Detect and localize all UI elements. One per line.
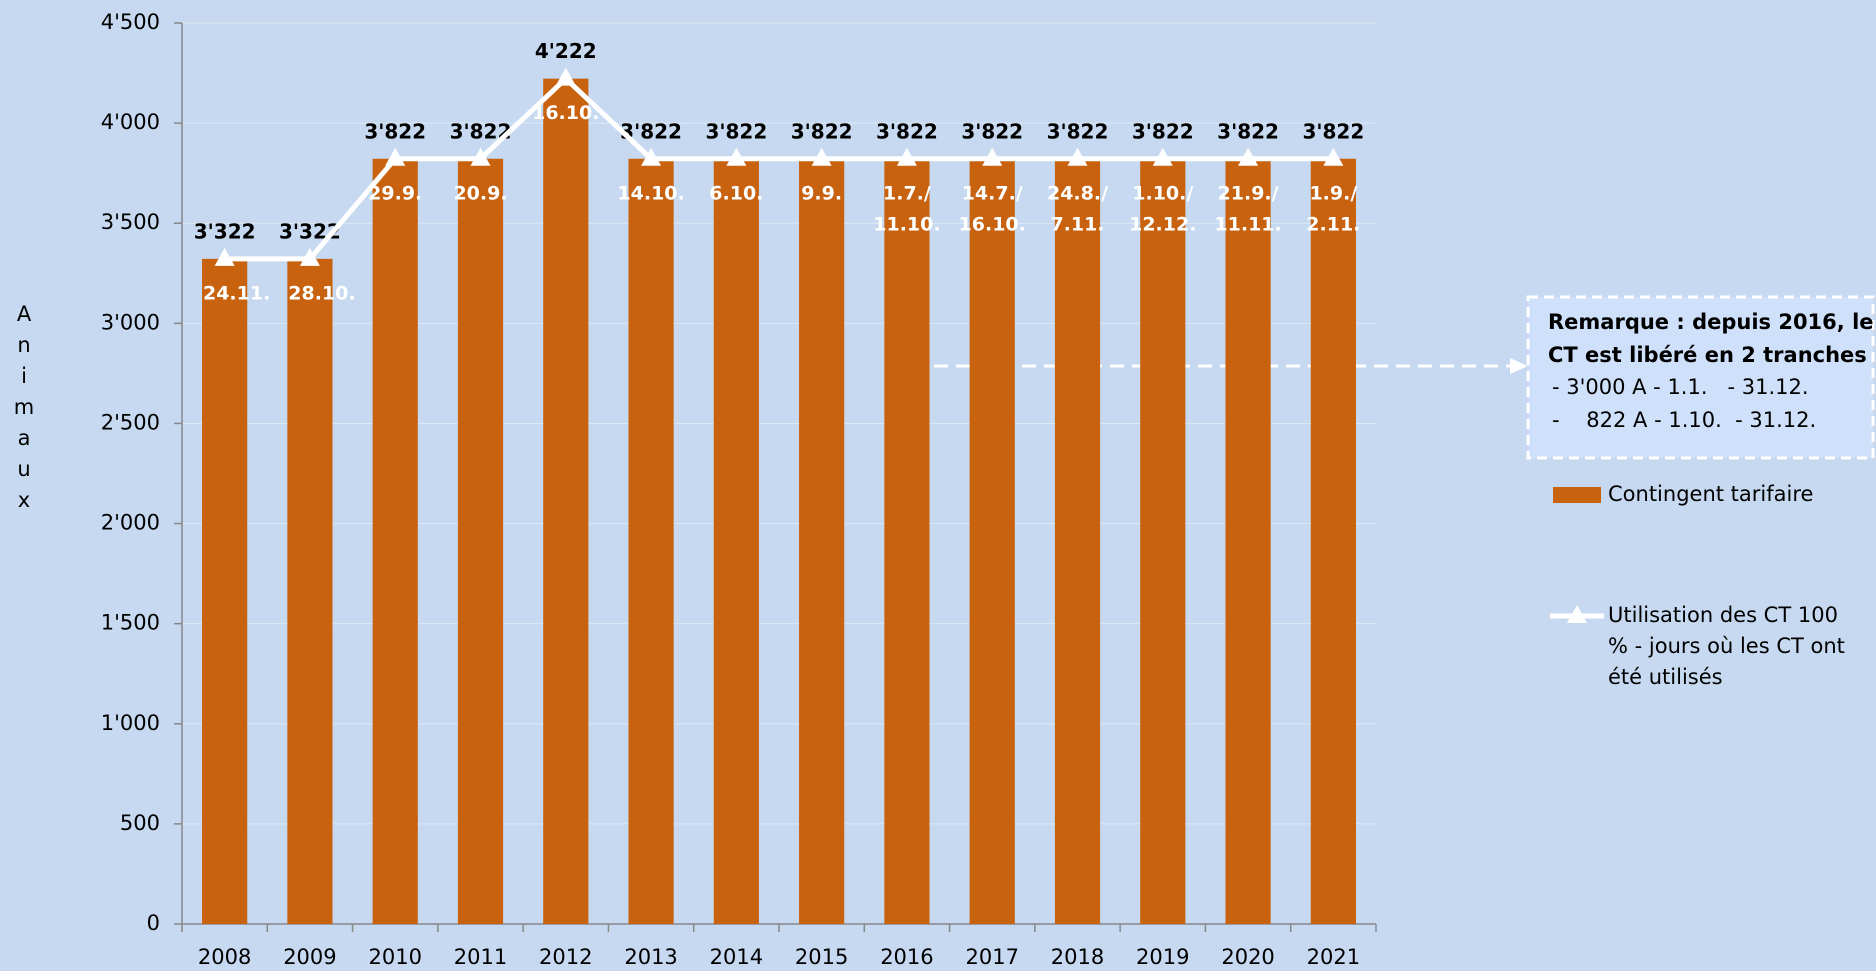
date-label: 9.9. — [801, 182, 842, 204]
legend-label: Utilisation des CT 100 — [1608, 603, 1838, 627]
date-label: 12.12. — [1129, 213, 1196, 235]
y-tick-label: 4'000 — [101, 110, 160, 134]
y-tick-label: 500 — [120, 811, 160, 835]
y-axis-label: n — [17, 333, 30, 357]
data-label: 4'222 — [535, 39, 597, 63]
x-tick-label: 2009 — [283, 945, 336, 969]
date-label: 16.10. — [532, 102, 599, 124]
data-label: 3'822 — [364, 119, 426, 143]
bar — [202, 259, 247, 924]
x-tick-label: 2015 — [795, 945, 848, 969]
x-tick-label: 2017 — [965, 945, 1018, 969]
bar — [970, 159, 1015, 924]
bar — [1055, 159, 1100, 924]
date-label: 6.10. — [709, 182, 763, 204]
x-tick-label: 2010 — [368, 945, 421, 969]
data-label: 3'822 — [1132, 119, 1194, 143]
data-label: 3'822 — [961, 119, 1023, 143]
date-label: 1.9./ — [1309, 182, 1357, 204]
note-text: Remarque : depuis 2016, le — [1548, 310, 1874, 334]
data-label: 3'822 — [1047, 119, 1109, 143]
y-axis-label: m — [14, 395, 34, 419]
x-tick-label: 2021 — [1307, 945, 1360, 969]
bar — [373, 159, 418, 924]
note-text: CT est libéré en 2 tranches — [1548, 343, 1867, 367]
bar — [287, 259, 332, 924]
y-tick-label: 3'500 — [101, 210, 160, 234]
y-axis-label: i — [21, 364, 27, 388]
date-label: 28.10. — [288, 282, 355, 304]
chart: 0 500 1'000 1'500 2'000 2'500 3'000 3'500 4'000 4… — [0, 0, 1876, 971]
bar — [458, 159, 503, 924]
y-tick-label: 3'000 — [101, 310, 160, 334]
background — [0, 0, 1876, 971]
y-tick-label: 2'500 — [101, 410, 160, 434]
date-label: 7.11. — [1050, 213, 1104, 235]
date-label: 29.9. — [368, 182, 422, 204]
y-tick-label: 4'500 — [101, 10, 160, 34]
bar — [543, 79, 588, 924]
x-tick-label: 2016 — [880, 945, 933, 969]
y-axis-label: a — [18, 426, 31, 450]
date-label: 20.9. — [453, 182, 507, 204]
bar — [628, 159, 673, 924]
y-tick-label: 2'000 — [101, 511, 160, 535]
date-label: 14.10. — [617, 182, 684, 204]
x-tick-label: 2018 — [1051, 945, 1104, 969]
date-label: 2.11. — [1306, 213, 1360, 235]
bar — [1311, 159, 1356, 924]
date-label: 14.7./ — [962, 182, 1023, 204]
date-label: 11.10. — [873, 213, 940, 235]
legend-label: % - jours où les CT ont — [1608, 634, 1845, 658]
x-tick-label: 2011 — [454, 945, 507, 969]
x-tick-label: 2020 — [1221, 945, 1274, 969]
note-text: - 3'000 A - 1.1. - 31.12. — [1552, 375, 1809, 399]
x-tick-label: 2013 — [624, 945, 677, 969]
date-label: 1.10./ — [1132, 182, 1193, 204]
legend-swatch — [1553, 487, 1601, 503]
y-tick-label: 0 — [147, 911, 160, 935]
bar — [1225, 159, 1270, 924]
bar — [714, 159, 759, 924]
note-text: - 822 A - 1.10. - 31.12. — [1552, 408, 1816, 432]
y-axis-label: x — [18, 488, 30, 512]
y-tick-label: 1'500 — [101, 611, 160, 635]
data-label: 3'322 — [194, 219, 256, 243]
legend-label: Contingent tarifaire — [1608, 482, 1813, 506]
date-label: 21.9./ — [1218, 182, 1279, 204]
bar — [799, 159, 844, 924]
x-tick-label: 2019 — [1136, 945, 1189, 969]
data-label: 3'822 — [1302, 119, 1364, 143]
date-label: 1.7./ — [883, 182, 931, 204]
date-label: 24.8./ — [1047, 182, 1108, 204]
y-tick-label: 1'000 — [101, 711, 160, 735]
y-axis-label: u — [17, 457, 30, 481]
data-label: 3'822 — [791, 119, 853, 143]
bar — [884, 159, 929, 924]
legend-label: été utilisés — [1608, 665, 1723, 689]
x-tick-label: 2008 — [198, 945, 251, 969]
data-label: 3'822 — [1217, 119, 1279, 143]
data-label: 3'822 — [876, 119, 938, 143]
date-label: 24.11. — [203, 282, 270, 304]
x-tick-label: 2012 — [539, 945, 592, 969]
date-label: 16.10. — [959, 213, 1026, 235]
bar — [1140, 159, 1185, 924]
date-label: 11.11. — [1214, 213, 1281, 235]
data-label: 3'822 — [705, 119, 767, 143]
x-tick-label: 2014 — [710, 945, 763, 969]
